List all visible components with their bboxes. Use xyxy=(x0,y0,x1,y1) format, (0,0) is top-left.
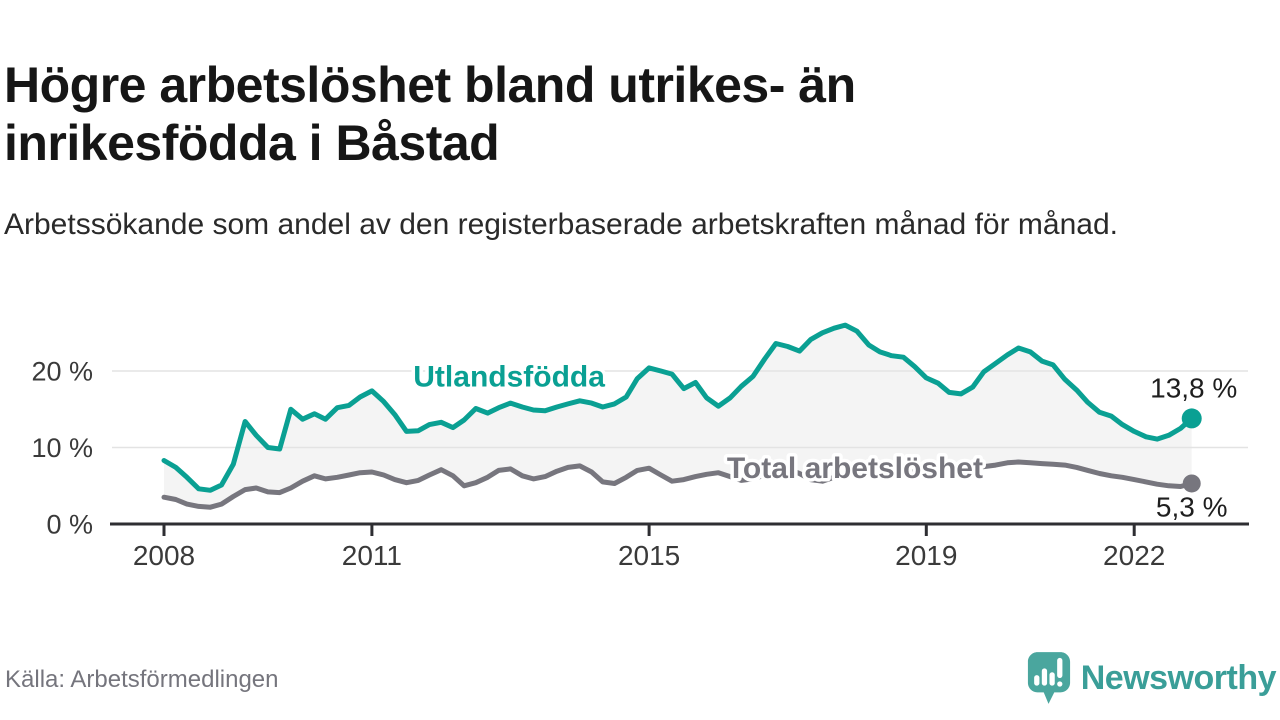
x-axis-label-2022: 2022 xyxy=(1103,540,1165,571)
bar-chart-bar-small-icon xyxy=(1033,675,1040,686)
end-value-label-utlandsfodda: 13,8 % xyxy=(1150,372,1237,403)
page-subtitle: Arbetssökande som andel av den registerb… xyxy=(4,208,1118,241)
exclamation-dot-icon xyxy=(1056,681,1063,687)
y-axis-label-0: 0 % xyxy=(46,510,93,540)
series-label-utlandsfodda: Utlandsfödda xyxy=(413,361,605,394)
page-title: Högre arbetslöshet bland utrikes- än inr… xyxy=(4,56,856,172)
bar-chart-bar-tall-icon xyxy=(1041,668,1047,686)
y-axis-label-10: 10 % xyxy=(31,433,93,463)
source-note: Källa: Arbetsförmedlingen xyxy=(5,666,279,693)
exclamation-mark-icon xyxy=(1056,657,1063,678)
series-line-total xyxy=(161,459,1195,510)
x-axis-label-2011: 2011 xyxy=(342,540,402,571)
x-axis-label-2008: 2008 xyxy=(133,540,195,571)
end-value-label-total: 5,3 % xyxy=(1156,491,1228,522)
end-dot-total xyxy=(1182,474,1201,493)
series-line-utlandsfodda xyxy=(161,322,1195,493)
y-axis-label-20: 20 % xyxy=(31,357,93,387)
unemployment-line-chart: 0 % 10 % 20 % 2008 2011 2015 2019 2022 13,8 % 5,3… xyxy=(31,322,1249,571)
brand-name: Newsworthy xyxy=(1080,658,1277,697)
end-dot-utlandsfodda xyxy=(1181,408,1202,429)
newsworthy-brand: Newsworthy xyxy=(1026,648,1277,708)
newsworthy-logo-icon xyxy=(1027,652,1070,704)
area-between-series xyxy=(164,325,1192,508)
x-axis-label-2015: 2015 xyxy=(618,540,680,571)
bar-chart-bar-medium-icon xyxy=(1049,672,1055,686)
series-label-total: Total arbetslöshet xyxy=(727,452,983,485)
x-axis-label-2019: 2019 xyxy=(895,540,957,571)
